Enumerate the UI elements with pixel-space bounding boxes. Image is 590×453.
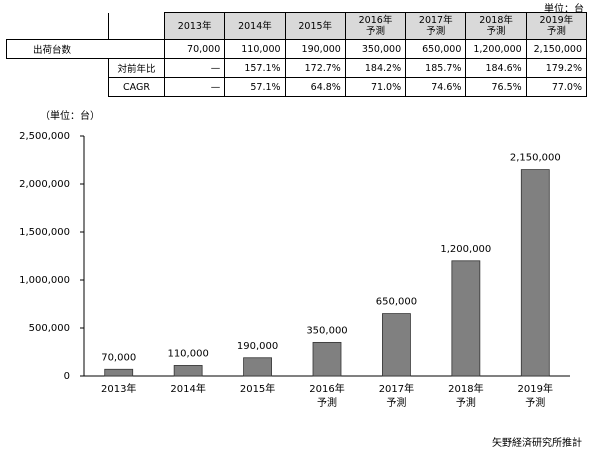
- header-cell: 2014年: [224, 12, 286, 40]
- header-cell: 2019年 予測: [525, 12, 588, 40]
- bar: [451, 260, 481, 377]
- bar: [520, 169, 550, 377]
- source: 矢野経済研究所推計: [492, 438, 582, 449]
- x-tick-label: 2015年: [240, 382, 275, 395]
- bar: [104, 368, 134, 377]
- table-cell: 74.6%: [405, 77, 467, 97]
- value-label: 70,000: [101, 352, 136, 363]
- data-table: 2013年 2014年 2015年 2016年 予測 2017年 予測 2018年 予測 2…: [6, 12, 588, 97]
- header-cell: 2016年 予測: [344, 12, 407, 40]
- blank-cell: [6, 12, 109, 40]
- table-cell: 71.0%: [344, 77, 407, 97]
- x-tick-label: 2016年予測: [309, 382, 344, 409]
- bar: [243, 357, 272, 377]
- header-cell: 2015年: [284, 12, 346, 40]
- y-tick-label: 2,500,000: [19, 131, 70, 142]
- table-cell: 64.8%: [284, 77, 346, 97]
- x-tick-label: 2013年: [101, 382, 136, 395]
- x-tick-label: 2019年予測: [518, 382, 553, 409]
- y-tick-label: 1,000,000: [19, 275, 70, 286]
- table-row: 出荷台数 70,000 110,000 190,000 350,000 650,000 1,…: [6, 39, 588, 59]
- header-cell: 2017年 予測: [405, 12, 467, 40]
- bar: [173, 365, 203, 377]
- y-tick-label: 2,000,000: [19, 179, 70, 190]
- bar: [382, 313, 411, 377]
- unit-label: （単位：台）: [40, 109, 100, 122]
- y-tick-label: 0: [64, 371, 70, 382]
- x-tick-label: 2018年予測: [448, 382, 483, 409]
- y-tick-label: 500,000: [29, 323, 70, 334]
- bar: [312, 341, 342, 377]
- y-tick-label: 1,500,000: [19, 227, 70, 238]
- value-label: 190,000: [237, 341, 278, 352]
- table-unit: 単位：台: [544, 4, 584, 15]
- row-label: CAGR: [108, 77, 165, 97]
- blank-cell: [6, 58, 109, 97]
- value-label: 110,000: [167, 348, 208, 359]
- header-cell: 2018年 予測: [465, 12, 527, 40]
- value-label: 2,150,000: [510, 153, 561, 164]
- x-tick-label: 2014年: [170, 382, 205, 395]
- value-label: 1,200,000: [440, 244, 491, 255]
- x-tick-label: 2017年予測: [379, 382, 414, 409]
- value-label: 350,000: [306, 325, 347, 336]
- table-row: CAGR —57.1% 64.8% 71.0% 74.6% 76.5% 77.0%: [7, 77, 588, 97]
- value-label: 650,000: [376, 297, 417, 308]
- table-cell: 77.0%: [525, 77, 588, 97]
